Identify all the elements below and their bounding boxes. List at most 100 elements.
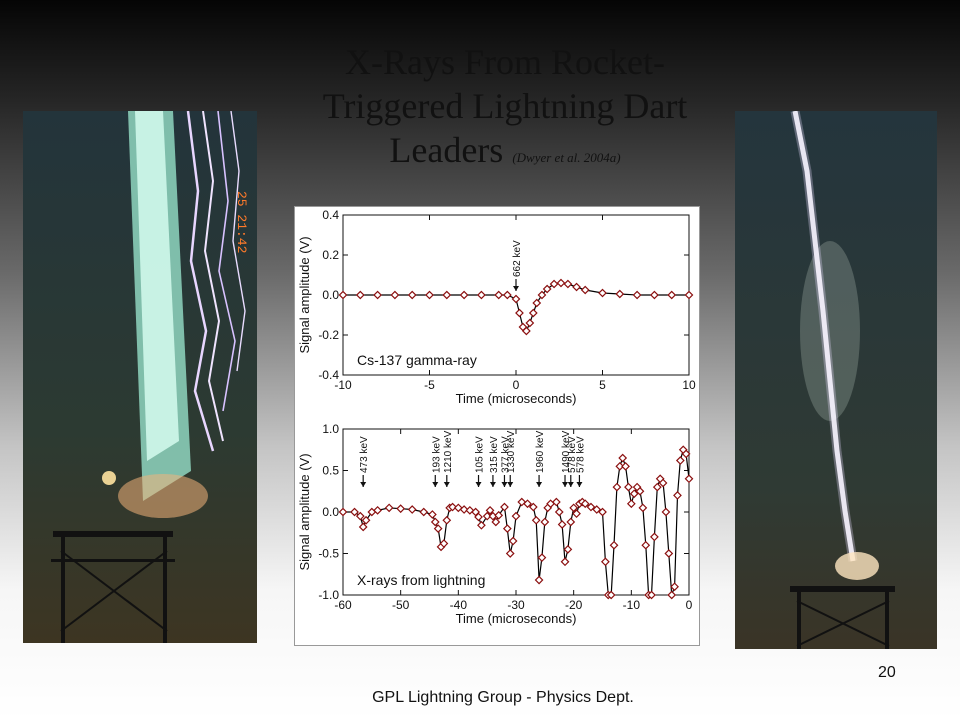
energy-label: 1490 keV xyxy=(561,430,572,473)
data-point xyxy=(373,505,382,515)
data-point xyxy=(390,290,400,300)
data-point xyxy=(525,318,535,328)
data-point xyxy=(652,482,662,492)
data-point xyxy=(684,474,694,484)
arrow-head xyxy=(567,482,574,487)
data-point xyxy=(500,502,509,512)
data-point xyxy=(618,453,628,463)
data-point xyxy=(560,557,570,567)
energy-label: 578 keV xyxy=(567,436,578,473)
data-point xyxy=(442,515,452,525)
xtick-label: 10 xyxy=(682,378,696,392)
xtick-label: -10 xyxy=(334,378,352,392)
data-point xyxy=(474,512,483,522)
xtick-label: 0 xyxy=(513,378,520,392)
data-point xyxy=(419,507,429,517)
rocket-launch-photo: 25 21:42 xyxy=(23,111,257,643)
xtick-label: 0 xyxy=(686,598,693,612)
xtick-label: 5 xyxy=(599,378,606,392)
arrow-head xyxy=(513,286,519,291)
data-point xyxy=(667,290,677,300)
ytick-label: -1.0 xyxy=(318,588,339,602)
data-point xyxy=(534,575,544,585)
data-point xyxy=(606,590,616,600)
data-point xyxy=(477,520,486,530)
data-point xyxy=(664,549,674,558)
lightning-xlabel: Time (microseconds) xyxy=(456,611,577,626)
data-point xyxy=(531,515,541,525)
data-point xyxy=(632,290,642,300)
data-point xyxy=(572,282,581,292)
title-line-1: X-Rays From Rocket- xyxy=(345,42,665,82)
footer-text: GPL Lightning Group - Physics Dept. xyxy=(372,689,634,706)
ytick-label: 0.4 xyxy=(322,208,339,222)
data-point xyxy=(580,285,590,295)
ytick-label: -0.2 xyxy=(318,328,339,342)
xray-figure: Signal amplitude (V) Time (microseconds)… xyxy=(294,206,700,646)
energy-label: 1210 keV xyxy=(443,430,454,473)
xtick-label: -20 xyxy=(565,598,583,612)
arrow-head xyxy=(576,482,583,487)
title-line-2: Triggered Lightning Dart xyxy=(322,86,688,126)
data-point xyxy=(537,553,547,563)
data-point xyxy=(523,499,532,509)
data-point xyxy=(638,503,648,513)
data-point xyxy=(542,284,552,294)
energy-label: 377 keV xyxy=(500,436,511,473)
arrow-head xyxy=(489,482,496,487)
data-point xyxy=(338,290,348,300)
data-point xyxy=(629,489,639,499)
data-point xyxy=(580,499,590,509)
data-point xyxy=(433,524,443,533)
lightning-annotation: X-rays from lightning xyxy=(357,572,485,588)
xtick-label: -5 xyxy=(424,378,435,392)
data-point xyxy=(430,517,440,527)
title-line-3: Leaders xyxy=(389,130,504,170)
data-point xyxy=(505,549,515,558)
data-point xyxy=(615,461,625,471)
energy-label: 1330 keV xyxy=(506,430,517,473)
data-point xyxy=(477,290,486,300)
data-point xyxy=(661,507,671,517)
data-point xyxy=(641,540,651,550)
arrow-head xyxy=(475,482,482,487)
data-point xyxy=(502,290,512,300)
arrow-head xyxy=(501,482,508,487)
ytick-label: 0.0 xyxy=(322,505,339,519)
xtick-label: -30 xyxy=(507,598,525,612)
data-point xyxy=(563,544,573,554)
data-point xyxy=(508,536,518,546)
data-point xyxy=(684,290,694,300)
data-point xyxy=(586,502,596,512)
xray-chart: Signal amplitude (V) Time (microseconds)… xyxy=(297,208,696,626)
xtick-label: -60 xyxy=(334,598,352,612)
ytick-label: 0.5 xyxy=(322,464,339,478)
lightning-ylabel: Signal amplitude (V) xyxy=(297,453,312,570)
data-point xyxy=(612,482,622,492)
data-point xyxy=(407,290,417,300)
data-point xyxy=(621,461,630,471)
data-point xyxy=(624,482,633,492)
ytick-label: 1.0 xyxy=(322,422,339,436)
data-point xyxy=(600,557,610,567)
energy-label: 105 keV xyxy=(475,436,486,473)
data-point xyxy=(338,507,348,517)
arrow-head xyxy=(432,482,439,487)
data-point xyxy=(358,522,368,532)
data-point xyxy=(459,290,469,300)
data-point xyxy=(592,505,602,514)
data-point xyxy=(667,590,677,600)
data-point xyxy=(442,290,452,300)
data-point xyxy=(532,298,542,308)
data-point xyxy=(511,294,521,304)
data-point xyxy=(491,517,501,527)
data-point xyxy=(598,507,607,517)
data-point xyxy=(598,288,607,298)
data-point xyxy=(494,510,504,520)
ytick-label: -0.5 xyxy=(318,547,339,561)
xtick-label: -40 xyxy=(450,598,468,612)
energy-label: 578 keV xyxy=(575,436,586,473)
data-point xyxy=(515,308,524,318)
arrow-head xyxy=(507,482,514,487)
data-point xyxy=(563,279,573,289)
